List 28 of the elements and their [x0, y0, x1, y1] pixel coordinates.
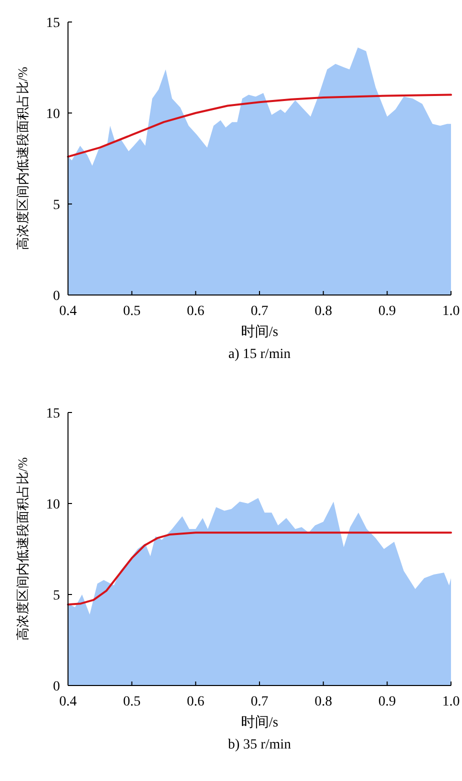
x-tick-label: 0.7: [250, 694, 268, 710]
y-tick-label: 15: [46, 16, 60, 31]
x-tick-label: 0.6: [186, 304, 204, 319]
text: b) 35 r/min: [228, 738, 291, 752]
y-tick-label: 15: [46, 406, 60, 422]
x-tick-label: 0.4: [59, 694, 77, 710]
x-tick-label: 0.8: [314, 694, 332, 710]
y-tick-label: 10: [46, 107, 60, 122]
y-tick-label: 5: [53, 588, 60, 604]
x-tick-label: 0.4: [59, 304, 77, 319]
x-tick-label: 0.5: [123, 694, 141, 710]
y-tick-label: 5: [53, 198, 60, 213]
x-tick-label: 1.0: [442, 694, 460, 710]
y-axis-title: 高浓度区间内低速段面积占比/%: [15, 66, 30, 250]
x-axis-title: 时间/s: [240, 714, 278, 730]
x-axis-title: 时间/s: [240, 324, 278, 340]
y-tick-label: 0: [53, 289, 60, 304]
x-tick-label: 0.9: [378, 694, 396, 710]
x-tick-label: 0.6: [186, 694, 204, 710]
x-tick-label: 0.5: [123, 304, 141, 319]
x-tick-label: 1.0: [442, 304, 460, 319]
x-tick-label: 0.7: [250, 304, 268, 319]
x-tick-label: 0.9: [378, 304, 396, 319]
y-tick-label: 0: [53, 680, 60, 694]
y-axis-title: 高浓度区间内低速段面积占比/%: [15, 457, 30, 641]
text: a) 15 r/min: [228, 347, 291, 362]
x-tick-label: 0.8: [314, 304, 332, 319]
y-tick-label: 10: [46, 498, 60, 512]
